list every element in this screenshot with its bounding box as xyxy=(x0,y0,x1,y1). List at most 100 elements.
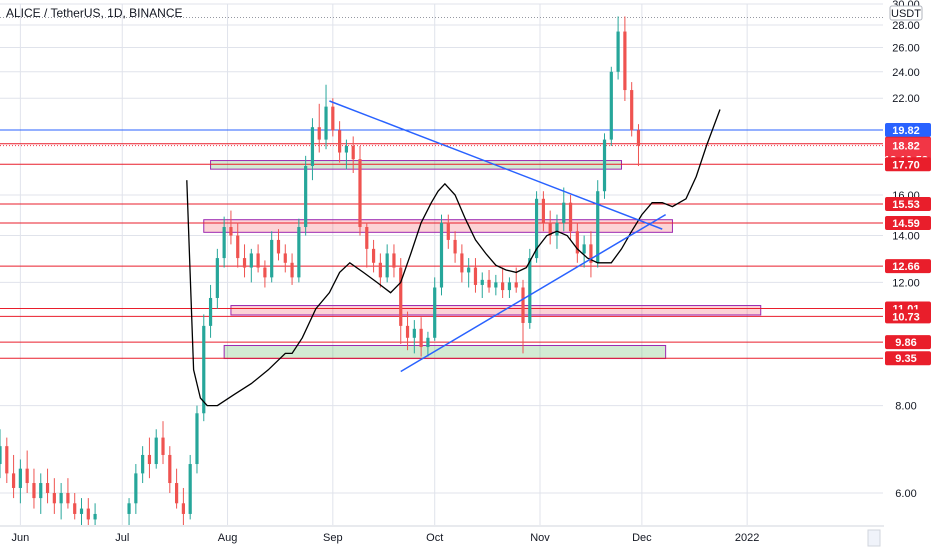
candle-body xyxy=(39,483,43,499)
candle-body xyxy=(25,468,29,484)
price-tag xyxy=(885,309,931,324)
x-tick-label: Jun xyxy=(12,532,30,544)
candle-body xyxy=(86,508,90,520)
candle-body xyxy=(338,130,342,153)
candle-body xyxy=(589,244,593,263)
price-tag-label: 9.35 xyxy=(895,353,916,365)
price-tag xyxy=(885,157,931,172)
candle-body xyxy=(507,282,512,291)
candle-body xyxy=(453,239,457,254)
candle-body xyxy=(73,503,77,514)
trendline xyxy=(400,213,667,373)
zone-green xyxy=(223,344,667,360)
candle-body xyxy=(439,222,444,288)
candle-body xyxy=(11,473,16,488)
y-tick-label: 6.00 xyxy=(895,488,916,500)
y-tick-label: 28.00 xyxy=(892,20,920,32)
y-tick-label: 12.00 xyxy=(892,277,920,289)
price-tag xyxy=(885,351,931,366)
candle-body xyxy=(568,202,573,232)
candle-body xyxy=(480,279,484,285)
candle-body xyxy=(412,328,416,338)
candle-body xyxy=(127,503,131,514)
candle-body xyxy=(528,258,532,323)
candle-body xyxy=(548,222,552,236)
candle-body xyxy=(616,31,620,72)
candle-body xyxy=(0,446,2,465)
candle-body xyxy=(45,483,50,493)
candle-body xyxy=(609,71,613,140)
candle-body xyxy=(467,267,471,273)
currency-badge xyxy=(889,5,923,21)
zone-green xyxy=(210,160,622,170)
candle-body xyxy=(426,337,430,348)
candle-body xyxy=(195,413,199,465)
candle-body xyxy=(310,127,315,167)
candle-body xyxy=(141,454,145,474)
price-tag xyxy=(885,335,931,350)
candle-body xyxy=(582,244,586,254)
candle-body xyxy=(521,287,525,323)
candle-body xyxy=(161,437,165,455)
candle-body xyxy=(344,145,349,153)
x-tick-label: Nov xyxy=(530,532,550,544)
x-tick-label: Dec xyxy=(632,532,652,544)
candle-body xyxy=(290,262,294,278)
candle-body xyxy=(487,279,491,288)
candle-body xyxy=(419,328,423,348)
candle-body xyxy=(351,145,355,160)
candle-body xyxy=(405,325,410,338)
candle-body xyxy=(562,202,566,223)
candle-body xyxy=(59,492,63,504)
candle-body xyxy=(555,222,559,236)
candle-body xyxy=(175,483,179,504)
candle-body xyxy=(202,325,206,414)
y-axis: 30.0028.0026.0024.0022.0016.0014.0012.00… xyxy=(884,0,932,550)
candle-body xyxy=(541,198,545,223)
candle-body xyxy=(18,468,22,488)
x-tick-label: Oct xyxy=(426,532,443,544)
candle-body xyxy=(32,483,36,499)
price-tag-label: 10.73 xyxy=(892,311,920,323)
candle-body xyxy=(242,258,247,268)
candle-body xyxy=(331,106,335,131)
candle-body xyxy=(236,235,240,259)
x-tick-label: Sep xyxy=(323,532,343,544)
x-tick-label: Jul xyxy=(115,532,129,544)
moving-average xyxy=(186,109,721,407)
candle-body xyxy=(188,464,192,514)
candle-body xyxy=(365,226,369,249)
price-tag-label: 15.53 xyxy=(892,199,920,211)
candle-body xyxy=(297,226,301,278)
x-axis-background xyxy=(0,526,932,550)
candle-body xyxy=(317,127,321,140)
y-tick-label: 26.00 xyxy=(892,42,920,54)
candle-body xyxy=(324,106,328,140)
candle-body xyxy=(270,239,274,278)
candle-body xyxy=(168,454,172,484)
candle-body xyxy=(222,226,226,259)
x-axis: Jun Jul Aug Sep Oct Nov Dec 2022 xyxy=(0,525,932,550)
candles xyxy=(0,16,641,525)
candle-body xyxy=(446,222,450,240)
price-tag xyxy=(885,197,931,212)
candle-body xyxy=(392,253,396,268)
candle-body xyxy=(283,253,287,263)
candle-body xyxy=(79,508,84,514)
trendline xyxy=(329,100,663,230)
candle-body xyxy=(256,253,260,268)
price-tag-label: 17.70 xyxy=(892,159,920,171)
candle-body xyxy=(52,492,56,504)
x-tick-label: Aug xyxy=(218,532,238,544)
candle-body xyxy=(501,282,505,291)
candle-body xyxy=(623,31,627,91)
candle-body xyxy=(460,253,464,273)
candle-body xyxy=(5,446,9,474)
candle-body xyxy=(534,198,539,259)
trendlines xyxy=(329,100,667,373)
candle-body xyxy=(147,454,152,465)
y-tick-label: 14.00 xyxy=(892,231,920,243)
candle-body xyxy=(154,437,158,465)
